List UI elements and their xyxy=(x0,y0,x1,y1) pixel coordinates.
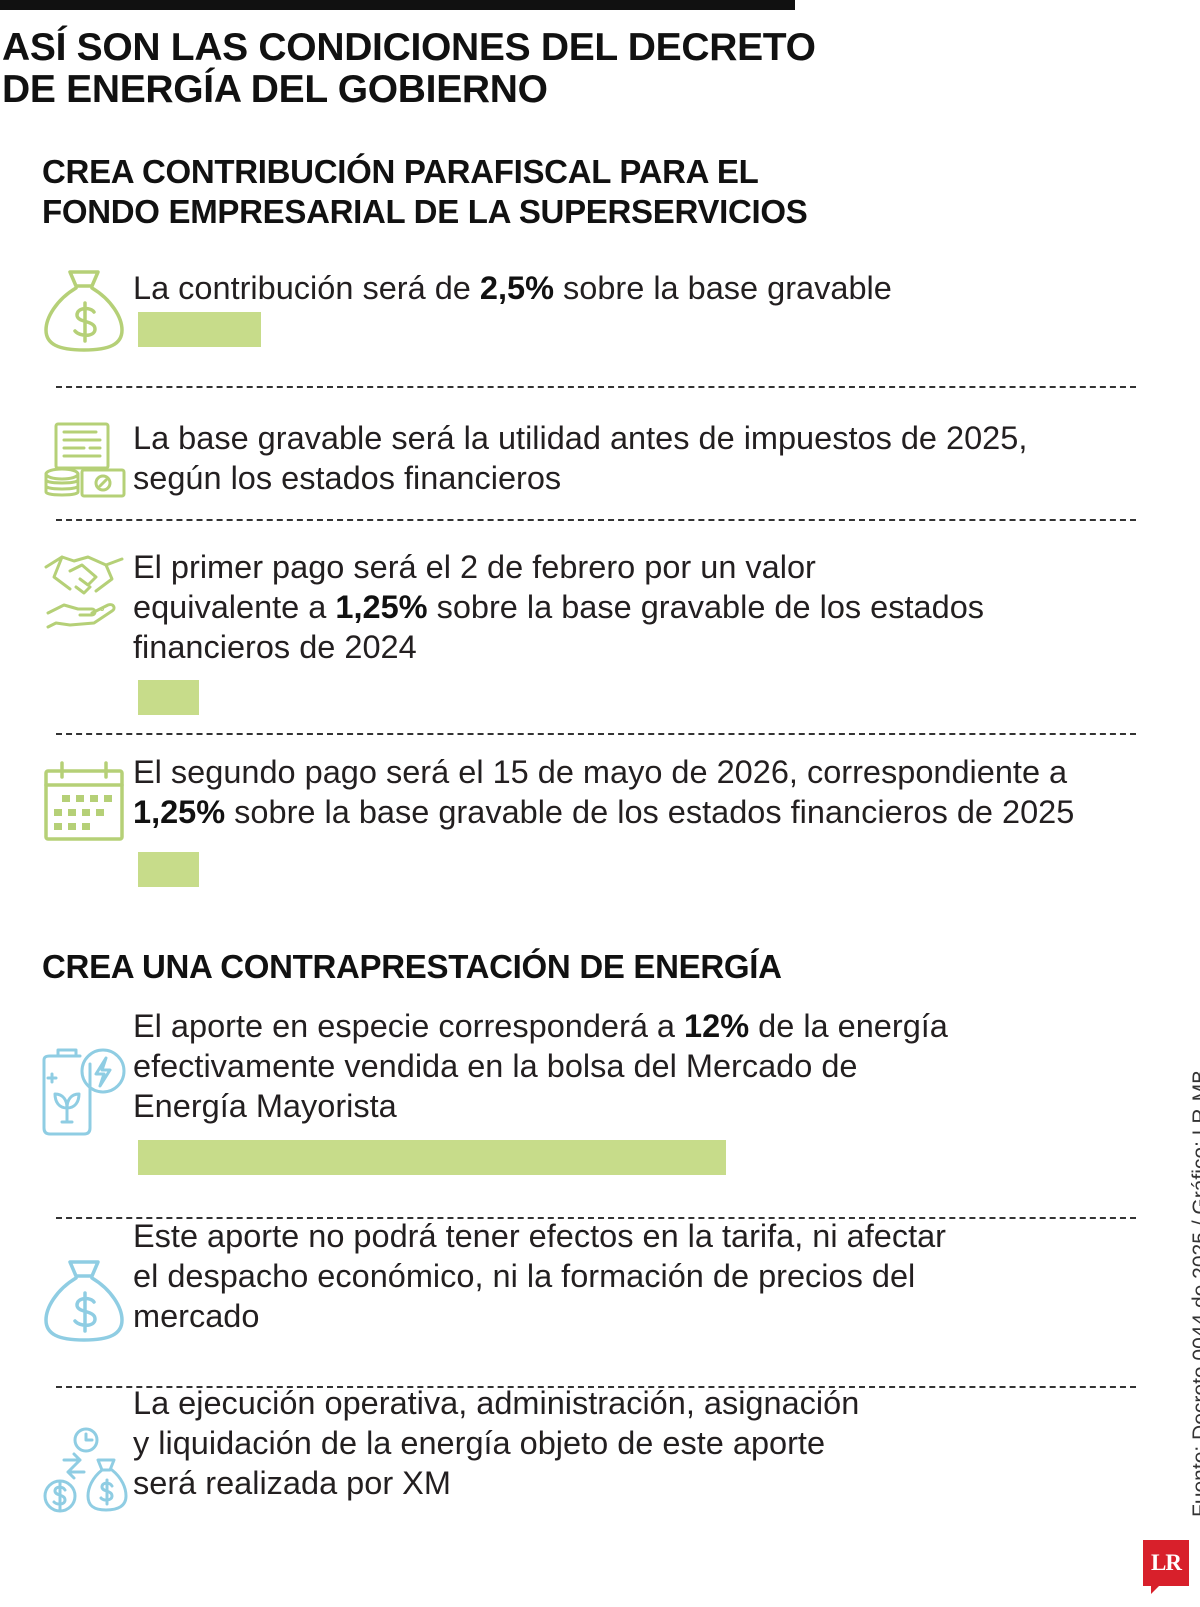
value-bar xyxy=(138,680,199,715)
item-text: La ejecución operativa, administración, … xyxy=(133,1383,859,1503)
page-title: ASÍ SON LAS CONDICIONES DEL DECRETO DE E… xyxy=(2,26,816,111)
item-text: Este aporte no podrá tener efectos en la… xyxy=(133,1216,946,1336)
section-1-heading: CREA CONTRIBUCIÓN PARAFISCAL PARA EL FON… xyxy=(42,153,808,230)
text-line: equivalente a 1,25% sobre la base gravab… xyxy=(133,587,984,627)
text-line: según los estados financieros xyxy=(133,460,562,496)
text-line: El segundo pago será el 15 de mayo de 20… xyxy=(133,754,1068,790)
value-bar xyxy=(138,1140,726,1175)
value-bar xyxy=(138,312,261,347)
text-line: El primer pago será el 2 de febrero por … xyxy=(133,549,816,585)
text-span: sobre la base gravable de los estados xyxy=(427,589,985,625)
top-rule xyxy=(0,0,795,10)
highlight-value: 1,25% xyxy=(133,794,226,830)
dashed-divider xyxy=(56,733,1136,735)
source-credit: Fuente: Decreto 0044 de 2025 / Gráfico: … xyxy=(1189,1069,1200,1517)
text-line: mercado xyxy=(133,1298,260,1334)
text-span: sobre la base gravable xyxy=(553,270,892,306)
lr-logo: LR xyxy=(1143,1540,1189,1594)
item-text: El aporte en especie corresponderá a 12%… xyxy=(133,1006,948,1126)
value-bar xyxy=(138,852,199,887)
text-span: equivalente a xyxy=(133,589,336,625)
item-text: La contribución será de 2,5% sobre la ba… xyxy=(133,268,892,308)
text-span: de la energía xyxy=(749,1008,948,1044)
text-line: financieros de 2024 xyxy=(133,629,417,665)
dashed-divider xyxy=(56,519,1136,521)
text-line: El aporte en especie corresponderá a 12%… xyxy=(133,1006,948,1046)
text-line: el despacho económico, ni la formación d… xyxy=(133,1258,916,1294)
money-bag-icon xyxy=(40,266,128,354)
text-line: será realizada por XM xyxy=(133,1465,451,1501)
calendar-icon xyxy=(40,757,128,845)
dashed-divider xyxy=(56,1386,1136,1388)
text-span: La contribución será de xyxy=(133,270,480,306)
section-2-heading: CREA UNA CONTRAPRESTACIÓN DE ENERGÍA xyxy=(42,948,782,985)
money-bag-icon xyxy=(40,1256,128,1344)
text-span: El aporte en especie corresponderá a xyxy=(133,1008,685,1044)
text-line: La base gravable será la utilidad antes … xyxy=(133,420,1028,456)
text-line: y liquidación de la energía objeto de es… xyxy=(133,1425,826,1461)
highlight-value: 12% xyxy=(684,1008,750,1044)
highlight-value: 1,25% xyxy=(335,589,428,625)
money-exchange-icon xyxy=(40,1426,128,1514)
handshake-icon xyxy=(40,547,128,635)
text-span: sobre la base gravable de los estados fi… xyxy=(225,794,1075,830)
item-text: El primer pago será el 2 de febrero por … xyxy=(133,547,984,667)
text-line: Energía Mayorista xyxy=(133,1088,397,1124)
highlight-value: 2,5% xyxy=(479,270,554,306)
text-line: 1,25% sobre la base gravable de los esta… xyxy=(133,792,1074,832)
item-text: La base gravable será la utilidad antes … xyxy=(133,418,1027,498)
text-line: La contribución será de 2,5% sobre la ba… xyxy=(133,268,892,308)
item-text: El segundo pago será el 15 de mayo de 20… xyxy=(133,752,1074,832)
dashed-divider xyxy=(56,1217,1136,1219)
dashed-divider xyxy=(56,386,1136,388)
financial-statements-icon xyxy=(40,418,128,506)
text-line: efectivamente vendida en la bolsa del Me… xyxy=(133,1048,858,1084)
text-line: La ejecución operativa, administración, … xyxy=(133,1385,860,1421)
green-energy-battery-icon xyxy=(40,1048,128,1136)
text-line: Este aporte no podrá tener efectos en la… xyxy=(133,1218,946,1254)
